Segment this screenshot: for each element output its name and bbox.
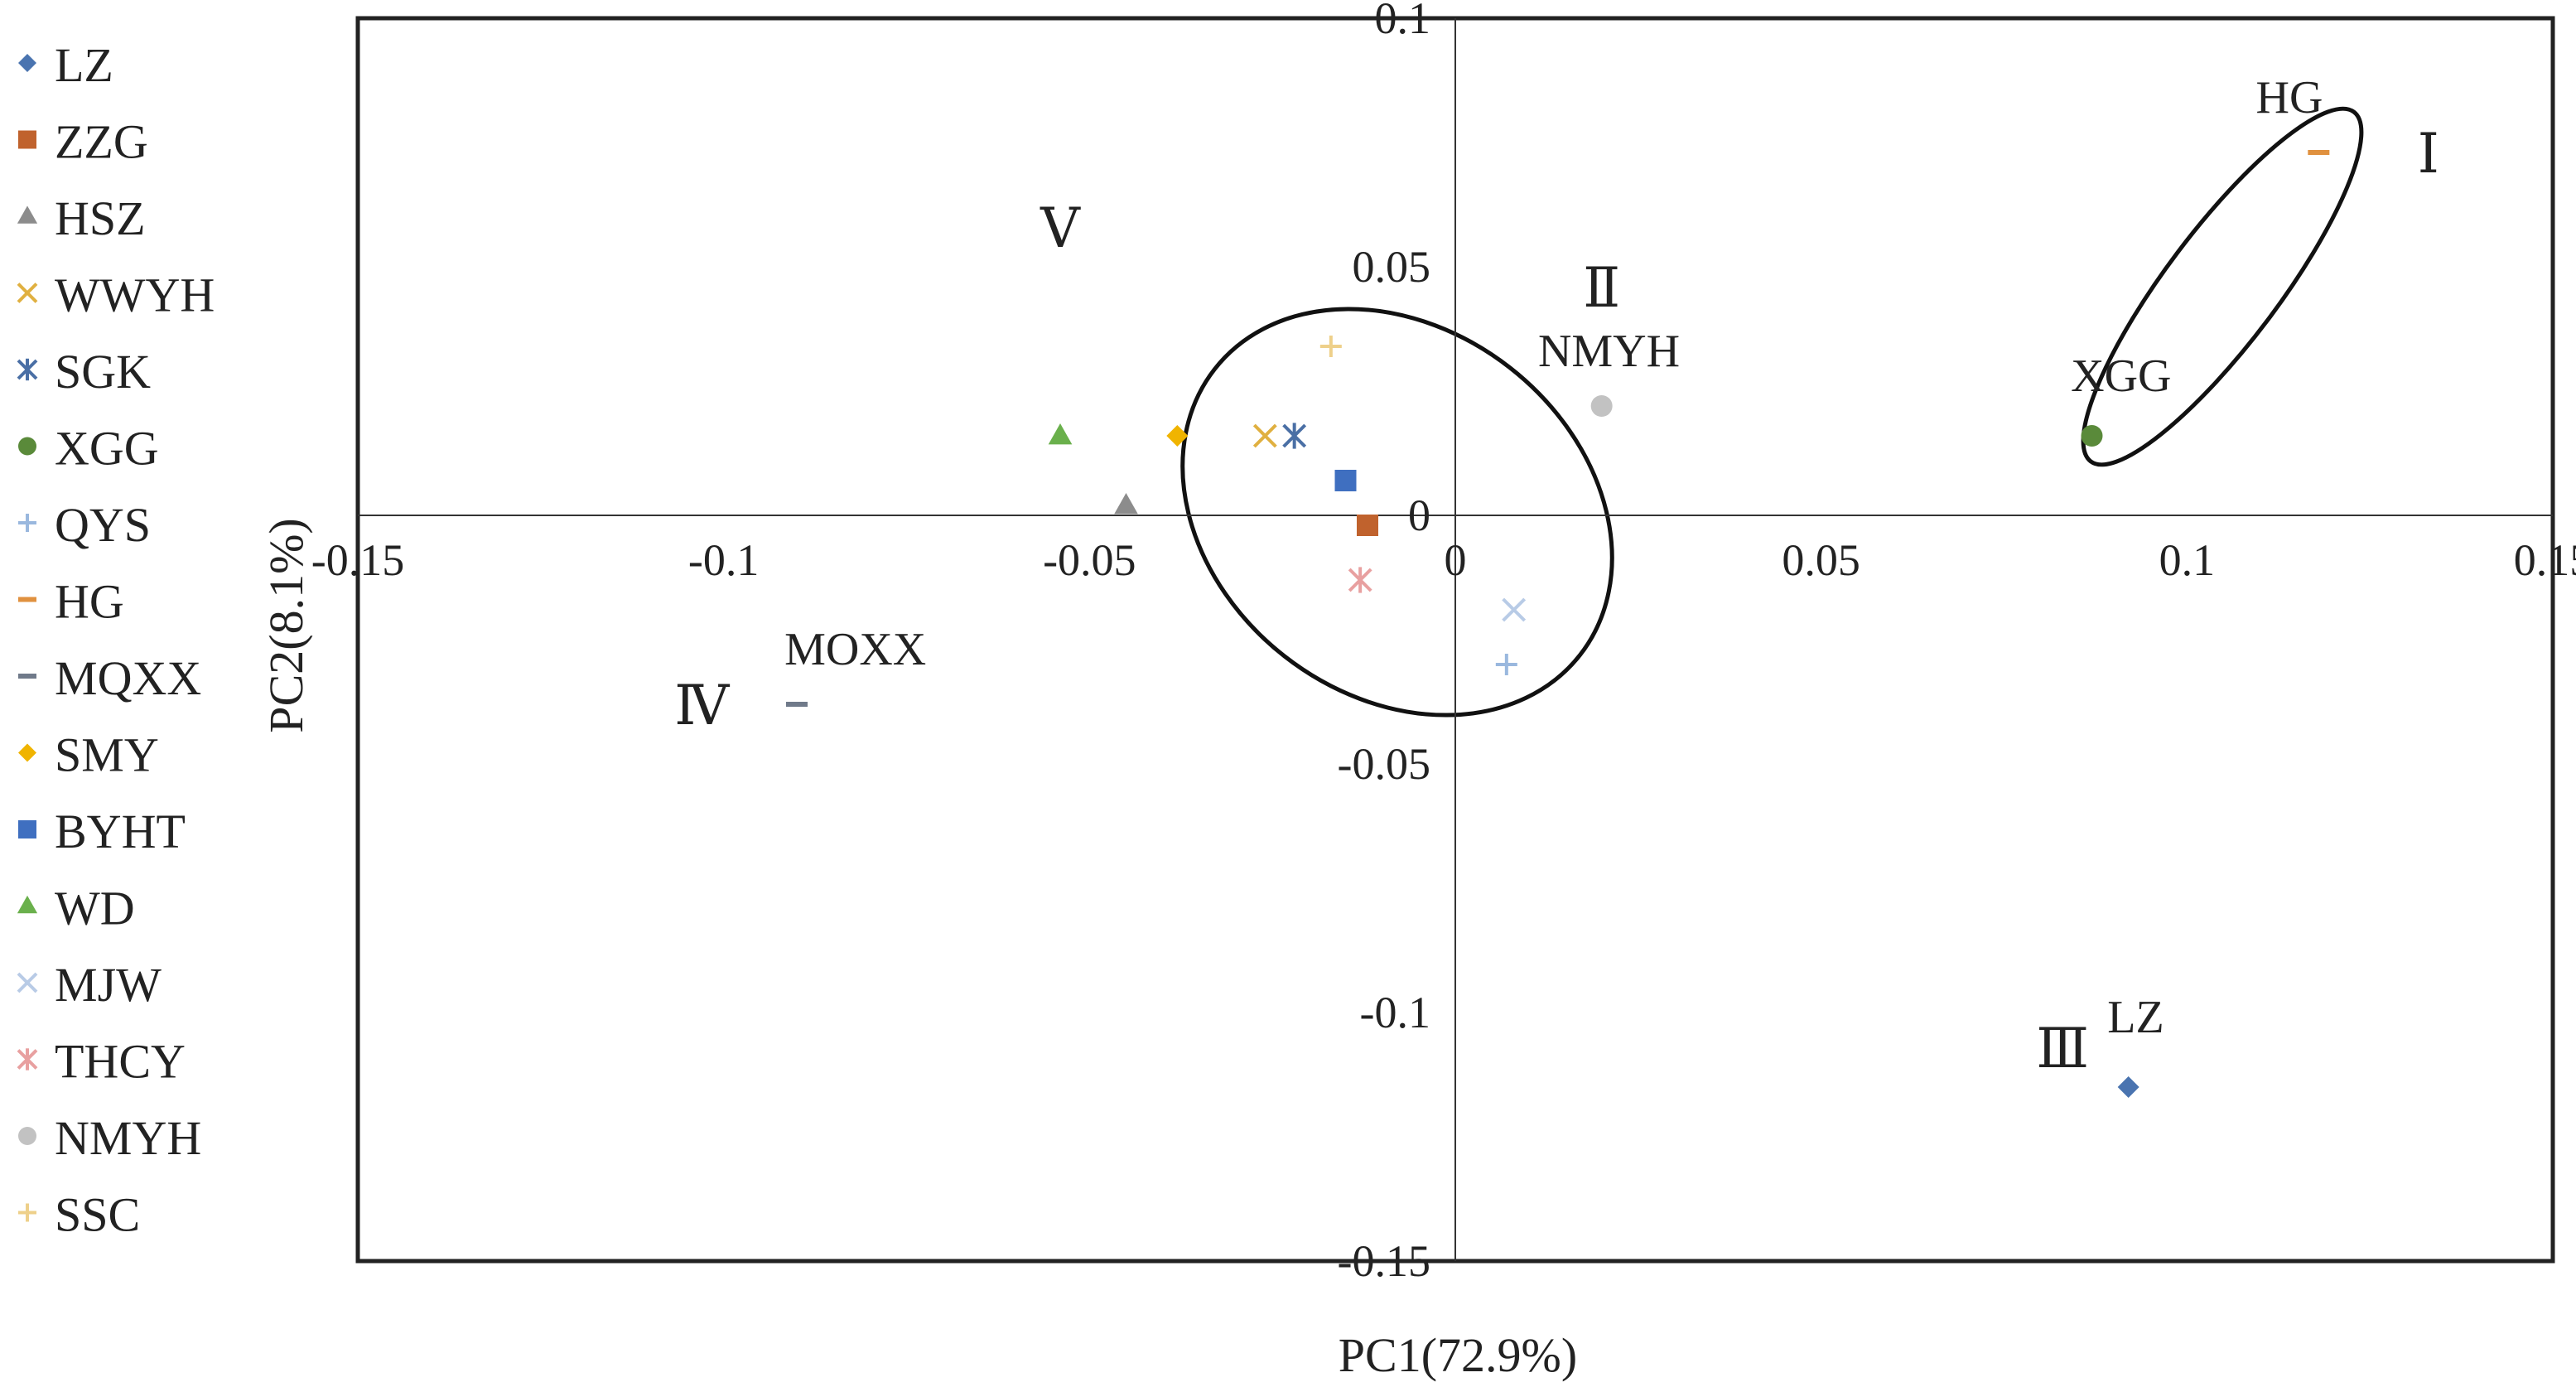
legend-entry-label: ZZG [55, 115, 148, 169]
legend-entry-label: XGG [55, 422, 159, 476]
annotation-label: Ⅴ [1040, 199, 1081, 259]
legend-marker-byht [18, 820, 36, 838]
x-tick-label: 0 [1445, 535, 1467, 585]
point-thcy [1348, 567, 1372, 593]
legend-entry-label: MJW [55, 958, 162, 1012]
annotation-label: LZ [2107, 992, 2164, 1043]
annotation-label: XGG [2071, 350, 2171, 402]
y-axis-title: PC2(8.1%) [259, 518, 313, 732]
legend-marker-hsz [17, 205, 38, 224]
point-mjw [1502, 597, 1527, 622]
point-sgk [1282, 423, 1307, 449]
legend-entry-label: WD [55, 882, 135, 935]
legend-entry-label: HSZ [55, 191, 146, 245]
y-tick-label: -0.1 [1360, 988, 1430, 1037]
annotation-label: Ⅱ [1583, 259, 1620, 319]
legend-marker-wd [17, 895, 38, 914]
legend-entry-label: MQXX [55, 651, 201, 705]
cluster-ellipse-v [1180, 307, 1614, 718]
point-wwyh [1252, 423, 1277, 448]
point-zzg [1357, 515, 1378, 536]
x-tick-label: -0.15 [311, 535, 404, 585]
legend-marker-thcy [17, 1048, 38, 1070]
legend-marker-qys [18, 514, 36, 532]
y-tick-label: 0.05 [1353, 242, 1431, 292]
point-annotations: HG Ⅰ XGG Ⅱ NMYH Ⅴ MOXX Ⅳ Ⅲ LZ [674, 72, 2439, 1080]
point-ssc [1319, 336, 1342, 357]
annotation-label: Ⅰ [2418, 124, 2439, 185]
y-tick-label: -0.05 [1338, 739, 1430, 789]
x-tick-label: 0.15 [2514, 535, 2576, 585]
y-tick-label: -0.15 [1338, 1236, 1430, 1286]
legend-entry-label: LZ [55, 38, 113, 92]
point-smy [1166, 425, 1189, 447]
legend-entry-label: QYS [55, 498, 151, 552]
annotation-label: HG [2256, 72, 2323, 123]
zero-axes [358, 18, 2553, 1261]
legend-entry-label: SMY [55, 728, 159, 782]
data-points [786, 150, 2330, 1098]
x-tick-label: -0.1 [688, 535, 759, 585]
x-tick-label: -0.05 [1043, 535, 1136, 585]
legend-entry-label: SGK [55, 345, 151, 399]
legend-entry-label: THCY [55, 1035, 186, 1089]
annotation-label: Ⅳ [674, 676, 730, 737]
legend-entry-label: HG [55, 575, 124, 629]
legend: LZ ZZG HSZ WWYH SGK XGG QYS HG MQXX SMY BYHT WD MJW T… [17, 38, 215, 1242]
x-tick-label: 0.05 [1782, 535, 1860, 585]
legend-entry-label: WWYH [55, 268, 215, 322]
axis-tick-labels: -0.15 -0.1 -0.05 0 0.05 0.1 0.15 -0.15 -0.1 -0.05… [311, 0, 2576, 1286]
legend-entry-label: SSC [55, 1188, 140, 1242]
point-xgg [2081, 425, 2103, 447]
legend-marker-mjw [17, 972, 38, 993]
legend-marker-ssc [18, 1203, 36, 1222]
annotation-label: NMYH [1538, 326, 1680, 377]
cluster-ellipses [1180, 106, 2364, 718]
legend-marker-nmyh [18, 1127, 36, 1145]
legend-entry-label: BYHT [55, 805, 186, 858]
y-tick-label: 0 [1408, 491, 1430, 540]
point-lz [2117, 1076, 2139, 1098]
cluster-ellipse-i [2081, 106, 2364, 467]
annotation-label: MOXX [784, 624, 926, 675]
point-nmyh [1590, 395, 1613, 417]
legend-marker-wwyh [17, 283, 38, 303]
annotation-label: Ⅲ [2036, 1019, 2089, 1080]
point-hsz [1114, 493, 1138, 515]
point-wd [1048, 423, 1073, 445]
legend-marker-sgk [17, 358, 38, 381]
x-axis-title: PC1(72.9%) [1339, 1328, 1577, 1382]
point-byht [1334, 470, 1357, 491]
legend-marker-zzg [18, 130, 36, 149]
y-tick-label: 0.1 [1375, 0, 1431, 43]
legend-marker-xgg [18, 437, 36, 456]
point-qys [1495, 654, 1517, 675]
legend-marker-lz [18, 54, 36, 72]
x-tick-label: 0.1 [2159, 535, 2216, 585]
legend-marker-smy [18, 743, 36, 762]
legend-entry-label: NMYH [55, 1111, 201, 1165]
